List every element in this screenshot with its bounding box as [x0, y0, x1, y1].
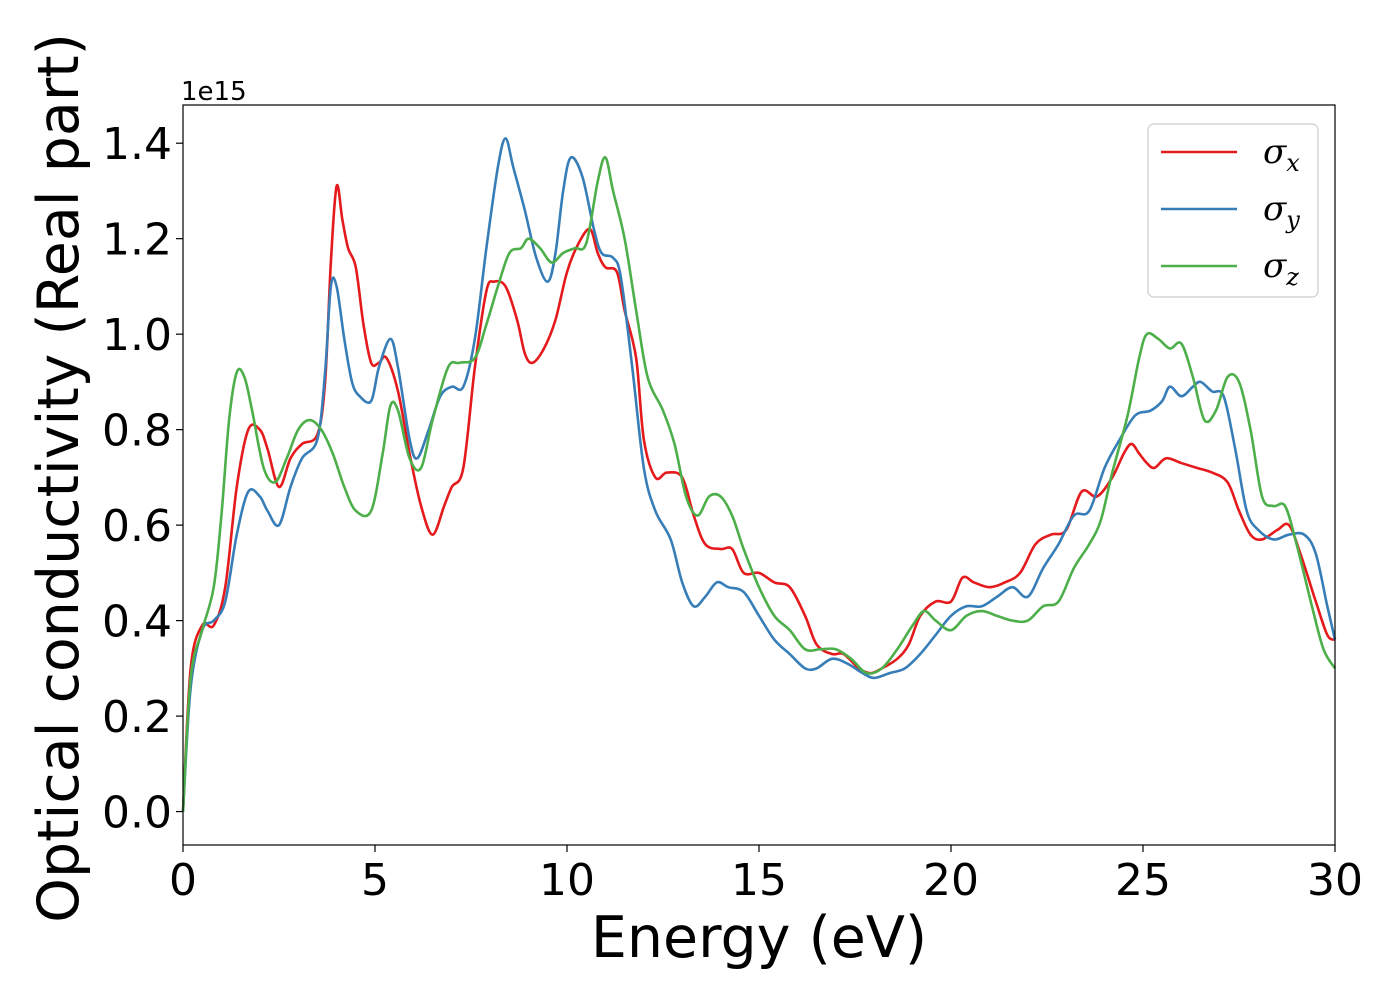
series-line-z — [181, 156, 1337, 812]
legend-label-x: σx — [1263, 132, 1300, 177]
y-tick-label: 1.0 — [102, 310, 172, 361]
series-layer — [181, 137, 1337, 812]
legend-label-y: σy — [1263, 189, 1300, 234]
y-offset-label: 1e15 — [181, 77, 247, 107]
legend: σx σy σz — [1147, 123, 1319, 298]
series-line-x — [181, 183, 1336, 812]
x-tick-label: 10 — [539, 855, 595, 906]
x-tick-label: 20 — [923, 855, 979, 906]
y-tick-label: 0.4 — [102, 597, 172, 648]
y-tick-label: 0.6 — [102, 501, 172, 552]
x-tick-label: 30 — [1307, 855, 1363, 906]
x-axis-label: Energy (eV) — [591, 905, 927, 971]
legend-frame — [1147, 123, 1319, 298]
y-tick-label: 0.2 — [102, 692, 172, 743]
y-tick-label: 0.0 — [102, 788, 172, 839]
series-line-y — [181, 137, 1337, 812]
y-tick-label: 1.2 — [102, 215, 172, 266]
y-tick-label: 0.8 — [102, 406, 172, 457]
y-axis: 0.0 0.2 0.4 0.6 0.8 1.0 1.2 1.4 — [102, 119, 183, 839]
legend-label-z: σz — [1263, 246, 1299, 291]
x-axis: 0 5 10 15 20 25 30 — [169, 845, 1363, 906]
x-tick-label: 15 — [731, 855, 787, 906]
x-tick-label: 0 — [169, 855, 197, 906]
y-tick-label: 1.4 — [102, 119, 172, 170]
y-axis-label: Optical conductivity (Real part) — [26, 33, 92, 923]
plot-area — [183, 105, 1335, 845]
x-tick-label: 5 — [361, 855, 389, 906]
x-tick-label: 25 — [1115, 855, 1171, 906]
